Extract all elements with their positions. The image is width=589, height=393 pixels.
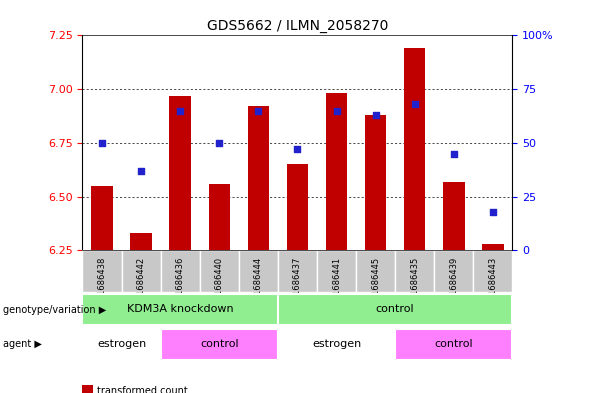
Bar xyxy=(121,250,161,292)
Bar xyxy=(443,182,465,250)
Point xyxy=(293,146,302,152)
Bar xyxy=(170,95,191,250)
Bar xyxy=(247,106,269,250)
Point xyxy=(176,107,185,114)
Bar xyxy=(404,48,425,250)
Bar xyxy=(130,233,152,250)
Text: GSM1686445: GSM1686445 xyxy=(371,257,380,313)
Point xyxy=(371,112,380,118)
Text: GSM1686442: GSM1686442 xyxy=(137,257,145,313)
Text: genotype/variation ▶: genotype/variation ▶ xyxy=(3,305,106,315)
Bar xyxy=(82,250,121,292)
Point xyxy=(488,208,498,215)
Text: GSM1686441: GSM1686441 xyxy=(332,257,341,313)
Text: GSM1686439: GSM1686439 xyxy=(449,257,458,313)
Text: control: control xyxy=(200,339,239,349)
Point xyxy=(137,167,146,174)
Text: GSM1686437: GSM1686437 xyxy=(293,257,302,313)
Title: GDS5662 / ILMN_2058270: GDS5662 / ILMN_2058270 xyxy=(207,19,388,33)
Bar xyxy=(317,250,356,292)
Bar xyxy=(278,329,395,360)
Point xyxy=(410,101,419,107)
Text: GSM1686438: GSM1686438 xyxy=(98,257,107,313)
Text: KDM3A knockdown: KDM3A knockdown xyxy=(127,304,233,314)
Text: agent ▶: agent ▶ xyxy=(3,339,42,349)
Point xyxy=(449,151,458,157)
Bar xyxy=(482,244,504,250)
Bar xyxy=(278,294,512,325)
Bar xyxy=(200,250,239,292)
Bar xyxy=(365,115,386,250)
Bar xyxy=(82,329,161,360)
Text: GSM1686436: GSM1686436 xyxy=(176,257,185,313)
Bar xyxy=(395,250,434,292)
Text: GSM1686443: GSM1686443 xyxy=(488,257,497,313)
Bar xyxy=(287,164,308,250)
Text: control: control xyxy=(435,339,473,349)
Bar xyxy=(434,250,474,292)
Point xyxy=(214,140,224,146)
Text: estrogen: estrogen xyxy=(97,339,146,349)
Text: GSM1686444: GSM1686444 xyxy=(254,257,263,313)
Bar xyxy=(161,250,200,292)
Point xyxy=(332,107,341,114)
Text: transformed count: transformed count xyxy=(97,386,188,393)
Bar xyxy=(239,250,278,292)
Text: estrogen: estrogen xyxy=(312,339,361,349)
Bar xyxy=(326,94,348,250)
Bar xyxy=(356,250,395,292)
Point xyxy=(254,107,263,114)
Bar xyxy=(82,294,278,325)
Point xyxy=(97,140,107,146)
Bar xyxy=(474,250,512,292)
Text: GSM1686440: GSM1686440 xyxy=(215,257,224,313)
Text: GSM1686435: GSM1686435 xyxy=(410,257,419,313)
Bar xyxy=(161,329,278,360)
Bar xyxy=(91,186,112,250)
Bar xyxy=(209,184,230,250)
Bar xyxy=(395,329,512,360)
Bar xyxy=(278,250,317,292)
Text: control: control xyxy=(376,304,415,314)
